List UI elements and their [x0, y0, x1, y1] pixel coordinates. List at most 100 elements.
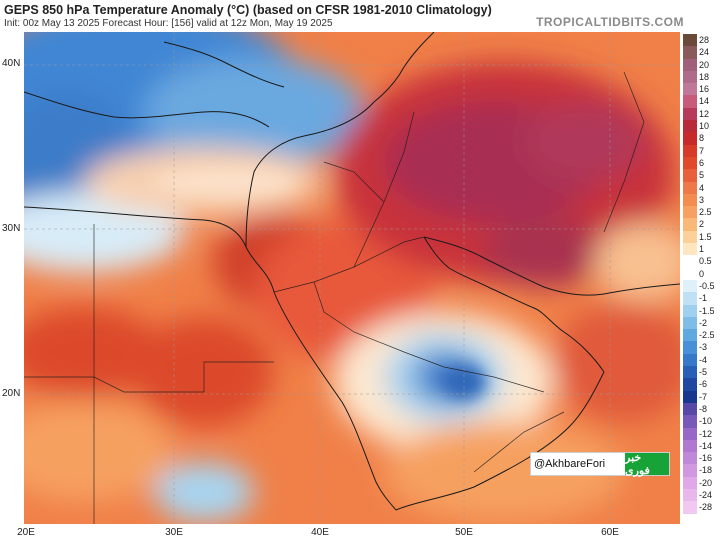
header: GEPS 850 hPa Temperature Anomaly (°C) (b… — [0, 0, 720, 32]
colorbar-swatch — [683, 83, 697, 96]
colorbar-swatch — [683, 366, 697, 379]
colorbar-swatch — [683, 169, 697, 182]
colorbar-label: -8 — [699, 403, 708, 414]
colorbar-label: -20 — [699, 477, 713, 488]
colorbar-swatch — [683, 464, 697, 477]
colorbar-label: 1.5 — [699, 231, 712, 242]
watermark-logo: خبر فوری — [625, 452, 669, 477]
colorbar — [683, 34, 697, 514]
colorbar-swatch — [683, 255, 697, 268]
colorbar-swatch — [683, 58, 697, 71]
colorbar-label: -16 — [699, 453, 713, 464]
colorbar-swatch — [683, 341, 697, 354]
colorbar-label: -14 — [699, 440, 713, 451]
map-subtitle: Init: 00z May 13 2025 Forecast Hour: [15… — [4, 18, 333, 29]
map-title: GEPS 850 hPa Temperature Anomaly (°C) (b… — [4, 3, 492, 17]
colorbar-swatch — [683, 402, 697, 416]
colorbar-label: 20 — [699, 59, 710, 70]
cold-anomaly-sudan — [154, 462, 254, 522]
colorbar-swatch — [683, 95, 697, 108]
watermark-handle: @AkhbareFori — [534, 458, 606, 470]
lat-label-40n: 40N — [2, 58, 21, 69]
colorbar-label: 1 — [699, 244, 705, 255]
colorbar-swatch — [683, 378, 697, 391]
colorbar-swatch — [683, 46, 697, 59]
colorbar-label: -2 — [699, 317, 708, 328]
colorbar-swatch — [683, 452, 697, 465]
colorbar-labels: 28 24 20 18 16 14 12 10 8 7 6 5 4 3 2.5 2 1.5 1 0.5 0 -0.5 -1… — [699, 34, 720, 514]
colorbar-swatch — [683, 120, 697, 133]
colorbar-label: 10 — [699, 121, 710, 132]
colorbar-swatch — [683, 316, 697, 330]
colorbar-label: -1.5 — [699, 305, 715, 316]
colorbar-swatch — [683, 218, 697, 231]
colorbar-swatch — [683, 267, 697, 280]
lat-label-30n: 30N — [2, 223, 21, 234]
colorbar-swatch — [683, 304, 697, 317]
colorbar-label: 3 — [699, 194, 705, 205]
lon-label-30e: 30E — [165, 527, 183, 538]
colorbar-swatch — [683, 107, 697, 121]
colorbar-label: -5 — [699, 367, 708, 378]
colorbar-label: -28 — [699, 502, 713, 513]
colorbar-swatch — [683, 353, 697, 367]
colorbar-label: -12 — [699, 428, 713, 439]
borders — [24, 71, 645, 524]
colorbar-swatch — [683, 144, 697, 157]
colorbar-swatch — [683, 70, 697, 84]
colorbar-swatch — [683, 427, 697, 440]
colorbar-swatch — [683, 501, 697, 514]
lon-label-40e: 40E — [311, 527, 329, 538]
colorbar-label: 0 — [699, 268, 705, 279]
map-canvas — [24, 32, 680, 524]
colorbar-label: 8 — [699, 133, 705, 144]
colorbar-swatch — [683, 193, 697, 207]
colorbar-label: 7 — [699, 145, 705, 156]
colorbar-label: 14 — [699, 96, 710, 107]
colorbar-label: 6 — [699, 157, 705, 168]
colorbar-label: 16 — [699, 84, 710, 95]
temperature-anomaly-map — [24, 32, 680, 524]
colorbar-label: 2.5 — [699, 207, 712, 218]
colorbar-label: 18 — [699, 71, 710, 82]
colorbar-label: -4 — [699, 354, 708, 365]
lat-label-20n: 20N — [2, 388, 21, 399]
brand-text: TROPICALTIDBITS.COM — [536, 15, 684, 29]
colorbar-swatch — [683, 206, 697, 219]
colorbar-swatch — [683, 156, 697, 170]
anomaly-field — [24, 32, 680, 522]
colorbar-label: 28 — [699, 35, 710, 45]
colorbar-label: 12 — [699, 108, 710, 119]
colorbar-swatch — [683, 34, 697, 47]
colorbar-label: -7 — [699, 391, 708, 402]
colorbar-label: 0.5 — [699, 256, 712, 267]
colorbar-label: -6 — [699, 379, 708, 390]
colorbar-swatch — [683, 390, 697, 403]
colorbar-label: -2.5 — [699, 330, 715, 341]
watermark-badge: @AkhbareFori خبر فوری — [530, 452, 670, 477]
graticule — [24, 32, 680, 524]
colorbar-swatch — [683, 132, 697, 145]
colorbar-label: -1 — [699, 293, 708, 304]
lon-label-60e: 60E — [601, 527, 619, 538]
colorbar-label: -24 — [699, 489, 713, 500]
colorbar-swatch — [683, 439, 697, 453]
colorbar-label: 4 — [699, 182, 705, 193]
colorbar-label: -3 — [699, 342, 708, 353]
colorbar-swatch — [683, 415, 697, 428]
colorbar-swatch — [683, 329, 697, 342]
colorbar-label: 24 — [699, 47, 710, 58]
colorbar-label: 2 — [699, 219, 705, 230]
colorbar-swatch — [683, 279, 697, 293]
lon-label-50e: 50E — [455, 527, 473, 538]
colorbar-swatch — [683, 181, 697, 194]
colorbar-swatch — [683, 488, 697, 502]
colorbar-swatch — [683, 243, 697, 256]
lon-label-20e: 20E — [17, 527, 35, 538]
colorbar-label: -10 — [699, 416, 713, 427]
colorbar-label: -18 — [699, 465, 713, 476]
colorbar-label: 5 — [699, 170, 705, 181]
colorbar-swatch — [683, 230, 697, 244]
colorbar-swatch — [683, 292, 697, 305]
colorbar-label: -0.5 — [699, 280, 715, 291]
